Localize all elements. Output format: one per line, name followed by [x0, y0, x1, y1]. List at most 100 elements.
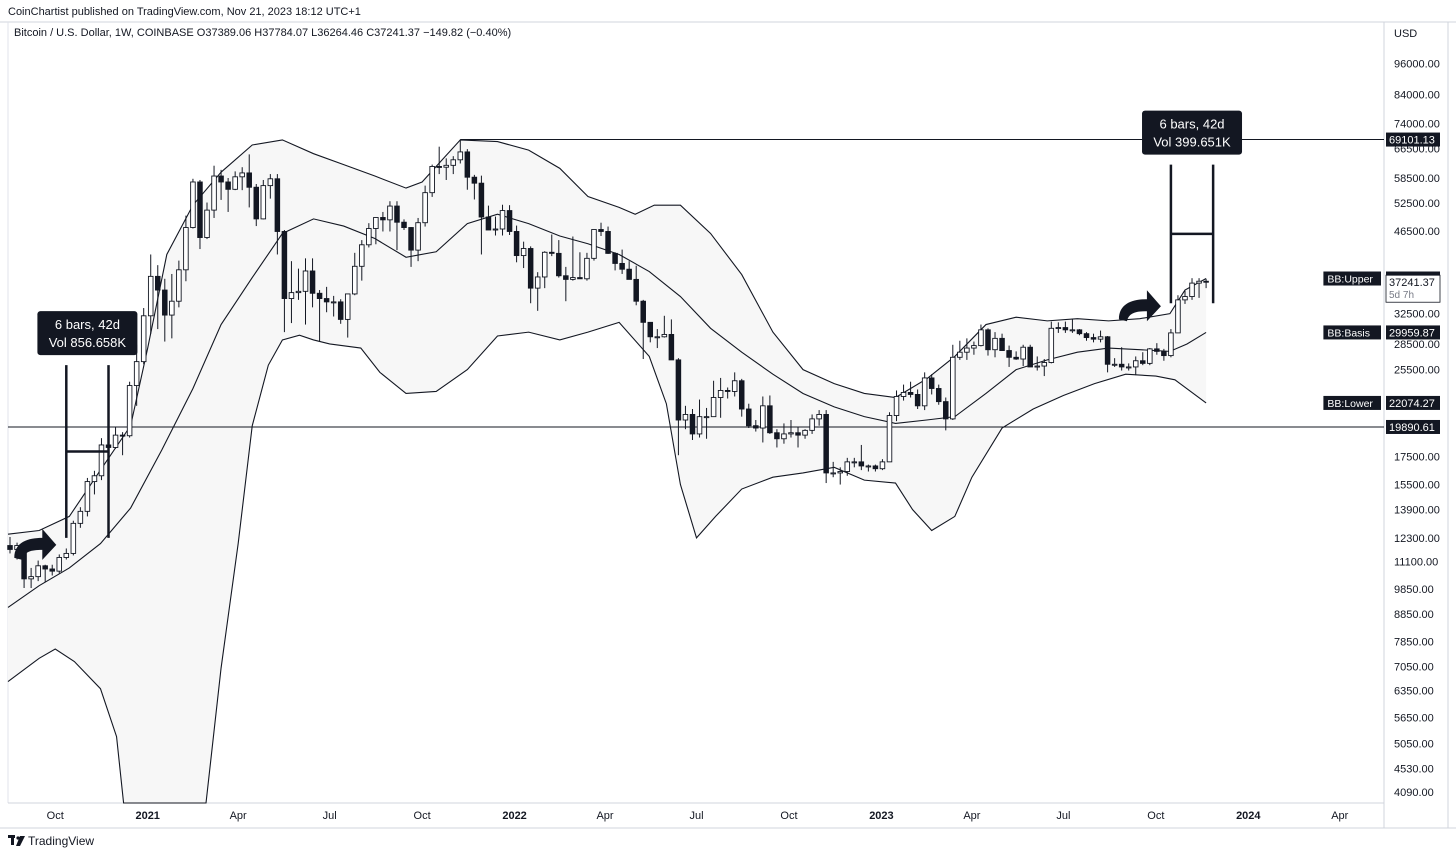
candle-2022-10-03 [788, 420, 794, 438]
candle-body [408, 227, 414, 251]
price-tick-label: 74000.00 [1394, 119, 1440, 131]
candle-2022-05-09 [640, 299, 646, 360]
candle-2021-07-05 [330, 295, 337, 317]
candle-2021-01-18 [162, 278, 168, 342]
candle-2023-01-02 [879, 459, 886, 471]
candle-body [1189, 282, 1195, 298]
candle-body [464, 151, 471, 178]
candle-body [1027, 346, 1033, 368]
candle-2023-09-11 [1132, 356, 1139, 376]
brand-text: TradingView [28, 834, 95, 848]
candle-body [162, 289, 168, 316]
candle-body [309, 270, 316, 294]
candle-body [443, 164, 449, 168]
candle-2021-04-26 [260, 179, 267, 220]
candle-2021-03-01 [204, 202, 210, 240]
candle-2021-03-15 [218, 169, 224, 200]
candle-2022-10-31 [816, 410, 822, 426]
candle-2021-07-19 [344, 293, 351, 338]
price-tick-label: 4090.00 [1394, 787, 1434, 799]
candle-body [70, 522, 77, 554]
price-labels: 69101.1319890.61BB:Upper37845.47BB:Basis… [1323, 132, 1441, 434]
candle-body [865, 465, 872, 468]
candle-body [1055, 327, 1062, 330]
price-axis[interactable]: 96000.0084000.0074000.0066500.0058500.00… [1394, 59, 1440, 799]
candle-body [900, 391, 907, 397]
candle-2021-09-20 [408, 227, 414, 267]
candle-2023-06-05 [1034, 356, 1040, 371]
candle-2021-11-29 [478, 175, 485, 255]
candle-body [584, 257, 590, 280]
candle-2020-11-09 [91, 470, 98, 495]
candle-2021-05-24 [288, 261, 295, 324]
candle-2021-08-02 [359, 240, 365, 281]
price-tick-label: 96000.00 [1394, 59, 1440, 71]
candles [7, 139, 1209, 589]
measure-label-box [1142, 110, 1243, 155]
candle-body [359, 244, 365, 267]
candle-body [858, 461, 865, 467]
candle-2022-02-21 [563, 266, 569, 302]
candle-2023-02-06 [914, 389, 921, 410]
candle-body [844, 461, 851, 472]
candle-body [1132, 360, 1139, 368]
candle-body [816, 413, 822, 420]
price-scale-badge [1386, 419, 1440, 434]
candle-2020-12-28 [140, 308, 147, 365]
candle-2023-05-29 [1027, 344, 1033, 368]
price-scale-badge-text: 69101.13 [1389, 135, 1435, 147]
candle-body [914, 394, 921, 407]
candle-2022-10-10 [795, 426, 801, 448]
bb-lower-line [7, 321, 1207, 804]
price-scale-badge [1386, 132, 1440, 147]
measure-volume-text: Vol 856.658K [49, 335, 127, 350]
candle-2023-04-24 [992, 332, 998, 358]
candle-body [380, 217, 386, 221]
candle-body [549, 251, 555, 254]
candle-body [169, 300, 175, 316]
candle-2020-10-12 [63, 548, 70, 560]
candle-2023-11-20 [1203, 278, 1209, 289]
candle-body [1104, 336, 1111, 365]
candle-body [633, 278, 639, 302]
candle-2023-10-09 [1161, 348, 1167, 361]
candle-body [1161, 350, 1167, 357]
candle-2021-04-05 [239, 167, 245, 191]
candle-body [246, 172, 252, 188]
candle-2021-12-06 [485, 205, 492, 231]
candle-2023-03-27 [964, 338, 970, 360]
candle-2023-10-23 [1175, 295, 1181, 334]
candle-body [753, 425, 759, 429]
candle-2020-10-19 [70, 520, 77, 556]
candle-body [1196, 280, 1202, 284]
time-tick-label: Apr [230, 810, 247, 822]
candle-body [774, 432, 780, 440]
time-tick-label: Apr [596, 810, 613, 822]
candle-2022-12-05 [851, 457, 858, 468]
candle-body [281, 231, 288, 299]
candle-2022-01-31 [541, 251, 548, 289]
candle-body [84, 481, 91, 512]
candle-2020-11-30 [112, 426, 119, 449]
candle-body [42, 565, 48, 570]
candle-body [577, 277, 583, 280]
candle-body [288, 292, 295, 299]
candle-2021-11-15 [464, 149, 471, 190]
candle-2022-06-13 [675, 358, 682, 456]
price-tick-label: 58500.00 [1394, 173, 1440, 185]
candle-2021-03-08 [211, 165, 217, 218]
measure-label-box [37, 311, 138, 356]
candle-2023-09-18 [1140, 352, 1146, 366]
candle-2021-06-21 [316, 290, 323, 342]
candle-body [232, 176, 238, 190]
candle-body [928, 377, 935, 389]
time-axis[interactable]: Oct 2021 Apr Jul Oct 2022 Apr Jul Oct 2023 Apr Jul O… [47, 810, 1349, 822]
candle-body [879, 461, 886, 470]
candle-body [563, 275, 569, 280]
candle-body [1125, 366, 1132, 369]
price-tick-label: 7850.00 [1394, 637, 1434, 649]
candle-body [731, 380, 738, 392]
candle-body [541, 251, 548, 278]
candle-body [837, 471, 843, 474]
